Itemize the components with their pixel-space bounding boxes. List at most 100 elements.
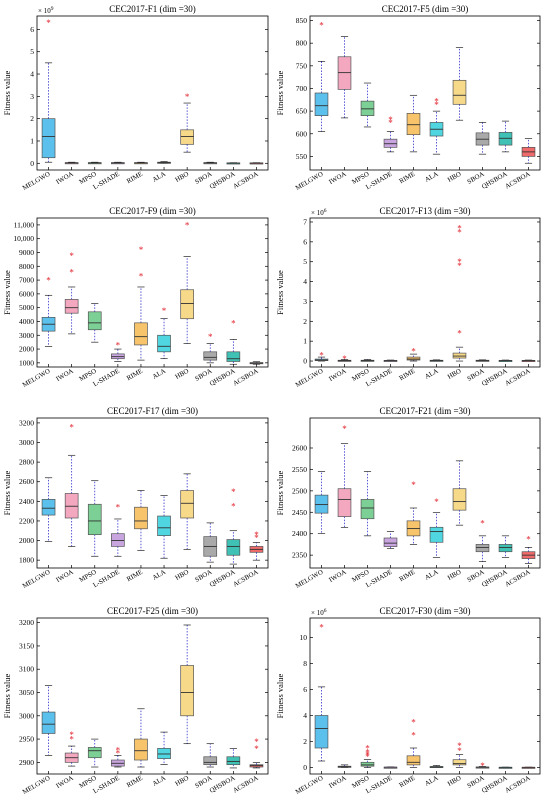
chart-title: CEC2017-F25 (dim =30): [107, 606, 198, 616]
outlier-marker: *: [139, 245, 144, 255]
outlier-marker: *: [319, 351, 324, 361]
x-tick-label: QHSBOA: [209, 569, 237, 589]
chart-title: CEC2017-F5 (dim =30): [382, 4, 469, 14]
y-tick-label: 5: [30, 47, 34, 56]
iqr-box: [41, 499, 56, 516]
y-tick-label: 2000: [19, 536, 34, 545]
box-ala: [429, 765, 444, 769]
x-tick-label: MELGWO: [295, 569, 325, 590]
iqr-box: [406, 356, 421, 361]
box-hbo: *****: [452, 223, 467, 362]
x-tick-label: RIME: [126, 368, 144, 383]
outlier-marker: *: [365, 752, 370, 762]
x-tick-label: MELGWO: [22, 775, 52, 796]
y-tick-label: 3200: [19, 618, 34, 627]
outlier-marker: *: [457, 261, 462, 271]
x-tick-label: IWOA: [328, 569, 348, 584]
outlier-marker: *: [434, 97, 439, 107]
iqr-box: [180, 289, 194, 320]
y-tick-label: 3000: [19, 331, 34, 340]
y-tick-label: 2: [30, 114, 34, 123]
x-tick-label: ACSBOA: [232, 171, 259, 191]
x-tick-label: HBO: [174, 171, 190, 184]
x-tick-label: MELGWO: [295, 171, 325, 192]
y-tick-label: 2550: [292, 465, 307, 474]
x-tick-label: IWOA: [55, 171, 75, 186]
chart-title: CEC2017-F13 (dim =30): [379, 206, 470, 216]
y-axis-label: Fitness value: [2, 70, 12, 115]
box-hbo: [180, 473, 194, 550]
y-tick-label: 10,000: [13, 234, 34, 243]
chart-panel-6: CEC2017-F21 (dim =30) Fitness value 2350 24…: [275, 406, 541, 590]
x-tick-label: L-SHADE: [92, 171, 121, 192]
x-tick-label: ALA: [424, 171, 440, 184]
y-tick-label: 2500: [292, 486, 307, 495]
x-tick-label: RIME: [126, 171, 144, 186]
outlier-marker: *: [342, 354, 347, 364]
chart-panel-3: CEC2017-F9 (dim =30) Fitness value 1000 200…: [2, 206, 269, 389]
box-mpso: [360, 359, 375, 362]
y-tick-label: 5: [303, 257, 307, 266]
axis-multiplier: × 106: [311, 208, 327, 217]
y-tick-label: 2200: [19, 516, 34, 525]
outlier-marker: *: [46, 18, 51, 28]
outlier-marker: *: [411, 480, 416, 490]
y-tick-label: 3050: [19, 688, 34, 697]
iqr-box: [87, 311, 102, 331]
chart-panel-4: CEC2017-F13 (dim =30) × 106 Fitness value 0…: [275, 206, 541, 389]
box-ala: [429, 359, 444, 362]
y-tick-label: 2900: [19, 758, 34, 767]
box-mpso: [87, 161, 102, 165]
box-iwoa: *: [64, 422, 79, 547]
plot-frame: [309, 217, 541, 368]
box-mpso: [360, 471, 375, 537]
x-tick-label: RIME: [398, 775, 416, 790]
x-tick-label: RIME: [126, 569, 144, 584]
outlier-marker: *: [69, 267, 74, 277]
box-l-shade: **: [383, 115, 398, 153]
outlier-marker: *: [46, 276, 51, 286]
box-melgwo: *: [41, 276, 56, 347]
box-melgwo: [41, 477, 56, 542]
box-sboa: *: [203, 332, 218, 364]
box-melgwo: *: [314, 351, 329, 362]
box-l-shade: *: [111, 503, 125, 557]
x-tick-label: HBO: [174, 569, 190, 582]
box-l-shade: [383, 359, 398, 362]
outlier-marker: *: [254, 530, 259, 540]
iqr-box: [226, 351, 241, 362]
outlier-marker: *: [388, 115, 393, 125]
x-tick-label: ALA: [151, 775, 167, 788]
y-axis-label: Fitness value: [275, 70, 285, 115]
x-tick-label: ACSBOA: [504, 775, 531, 795]
outlier-marker: *: [457, 223, 462, 233]
y-tick-label: 4: [30, 70, 34, 79]
box-rime: [134, 161, 148, 165]
y-tick-label: 2400: [19, 497, 34, 506]
y-tick-label: 3000: [19, 711, 34, 720]
box-hbo: [452, 47, 467, 121]
box-qhsboa: **: [226, 487, 241, 565]
y-tick-label: 1: [30, 136, 34, 145]
y-tick-label: 6: [303, 237, 307, 246]
y-tick-label: 2950: [19, 735, 34, 744]
x-tick-label: MELGWO: [22, 569, 52, 590]
chart-panel-7: CEC2017-F25 (dim =30) Fitness value 2900 29…: [2, 606, 269, 796]
box-rime: **: [134, 245, 148, 361]
x-tick-label: L-SHADE: [92, 569, 121, 590]
outlier-marker: *: [231, 487, 236, 497]
box-iwoa: **: [64, 251, 79, 335]
x-tick-label: ALA: [424, 775, 440, 788]
y-tick-label: 850: [296, 16, 308, 25]
outlier-marker: *: [116, 749, 121, 759]
outlier-marker: *: [342, 424, 347, 434]
y-tick-label: 2000: [19, 345, 34, 354]
chart-title: CEC2017-F9 (dim =30): [109, 206, 196, 216]
box-sboa: [203, 161, 218, 165]
y-tick-label: 2600: [292, 444, 307, 453]
outlier-marker: *: [162, 306, 167, 316]
x-tick-label: ACSBOA: [232, 368, 259, 388]
y-tick-label: 7: [303, 217, 307, 226]
plot-frame: [309, 15, 541, 171]
y-axis-label: Fitness value: [275, 673, 285, 718]
